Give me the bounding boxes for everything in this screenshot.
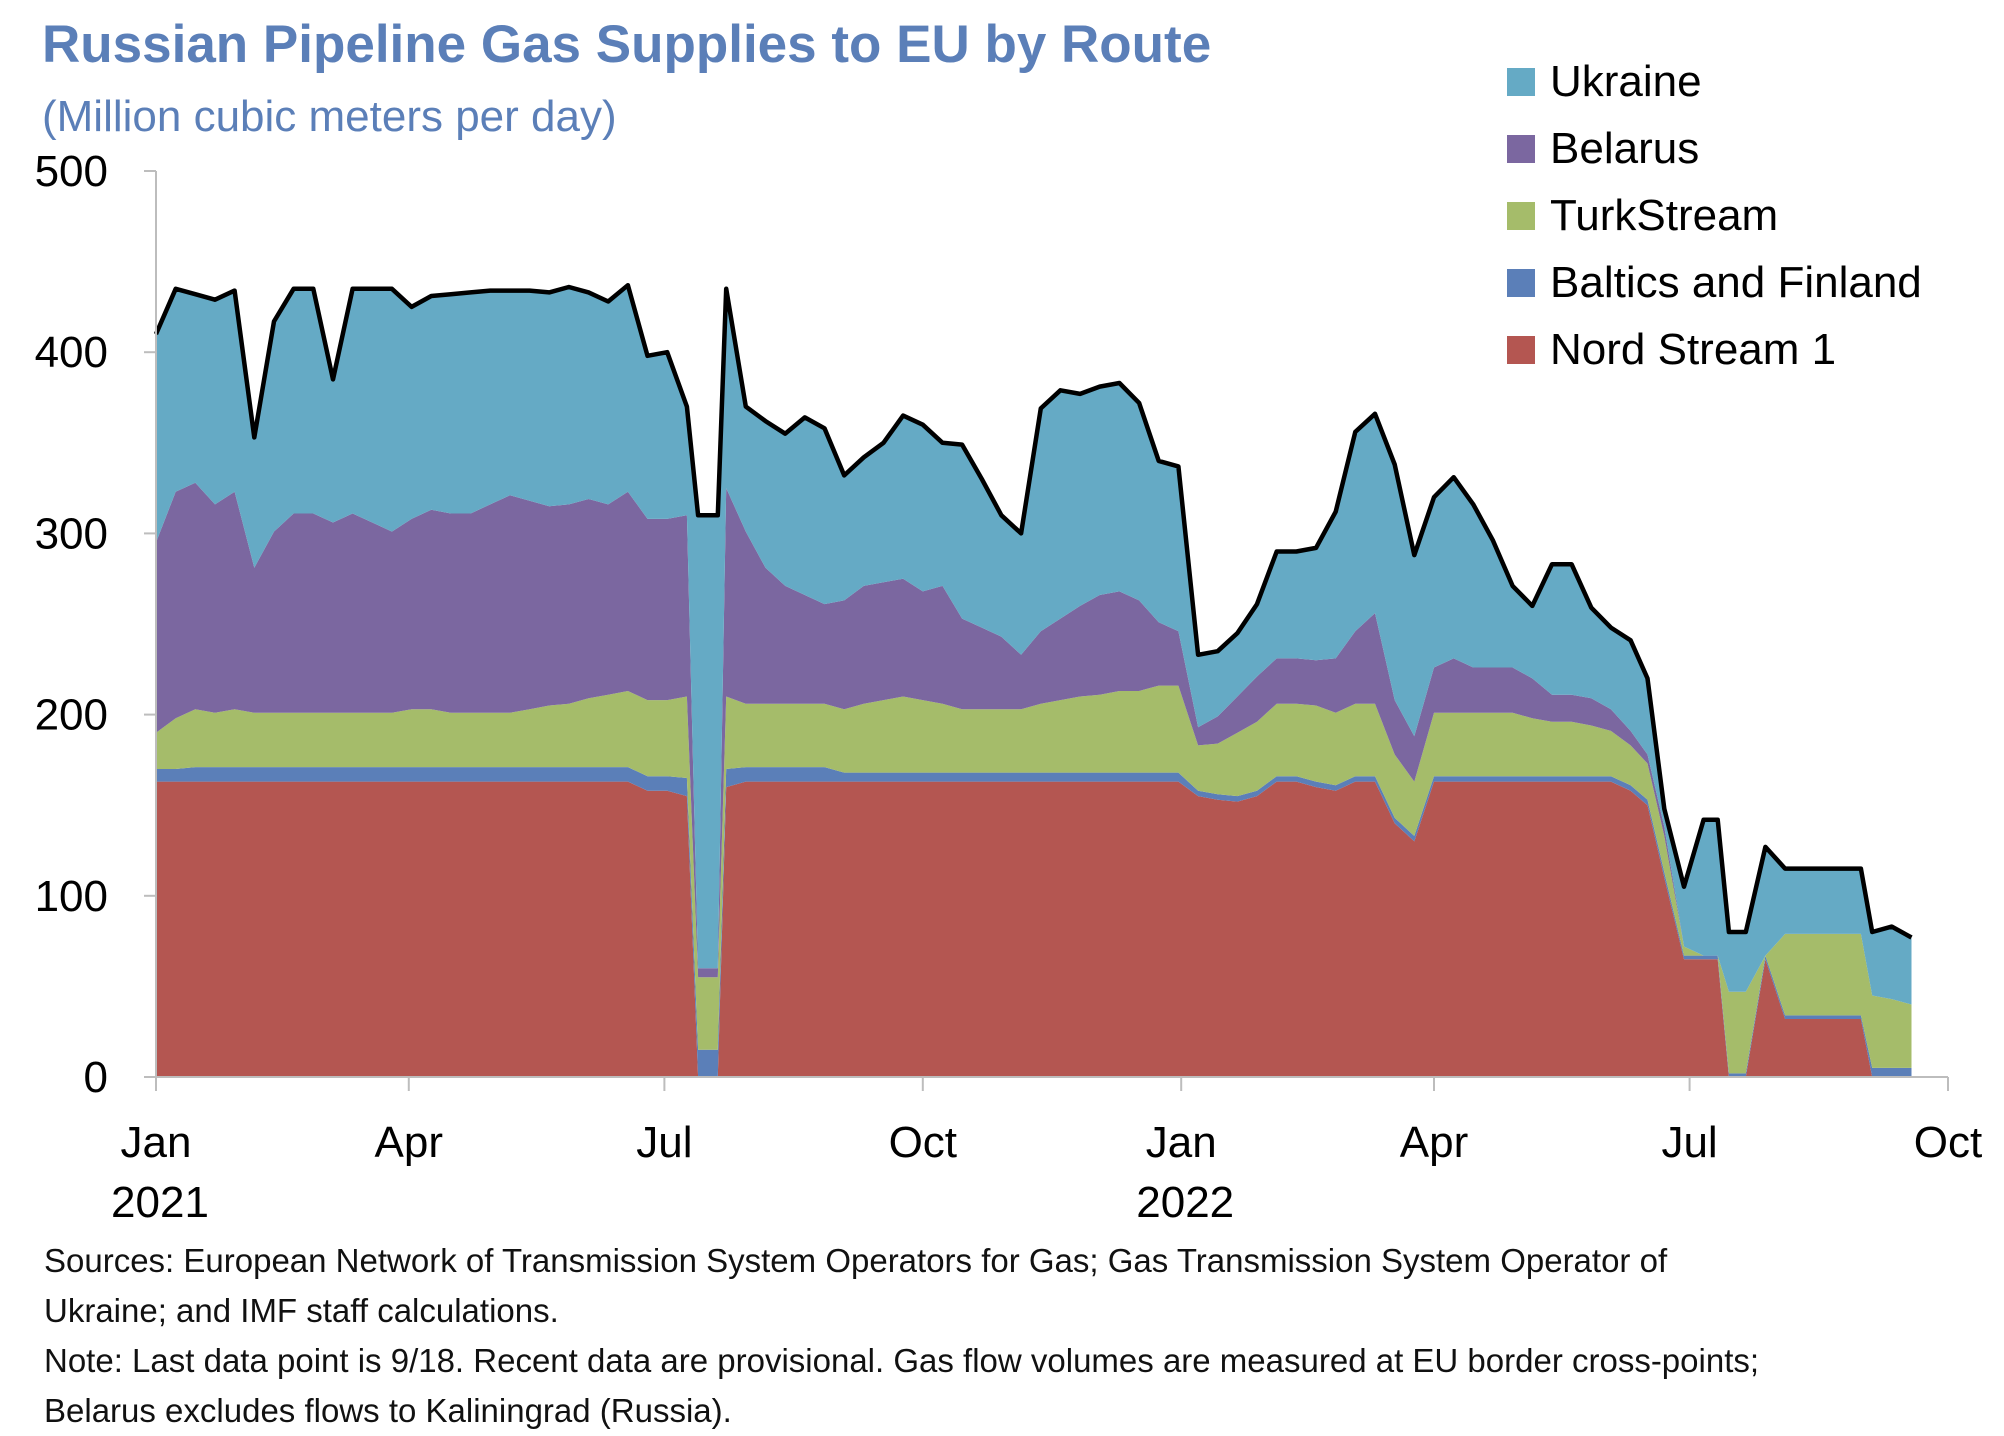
legend-label-ukraine: Ukraine <box>1550 57 1702 106</box>
area-nord-stream-1 <box>156 782 1912 1077</box>
x-tick-label: Oct <box>1914 1118 1982 1167</box>
legend-swatch-baltics-and-finland <box>1507 269 1535 297</box>
legend-swatch-nord-stream-1 <box>1507 336 1535 364</box>
x-tick-year-label: 2022 <box>1136 1178 1234 1227</box>
legend: Ukraine Belarus TurkStream Baltics and Finl… <box>1507 57 1922 374</box>
note-line-1: Note: Last data point is 9/18. Recent da… <box>44 1336 1994 1386</box>
x-tick-label: Apr <box>1400 1118 1468 1167</box>
x-tick-label: Jan <box>121 1118 192 1167</box>
legend-label-turkstream: TurkStream <box>1550 191 1778 240</box>
note-line-2: Belarus excludes flows to Kaliningrad (R… <box>44 1386 1994 1436</box>
y-tick-label: 0 <box>84 1053 108 1102</box>
x-tick-label: Jan <box>1146 1118 1217 1167</box>
legend-label-baltics-and-finland: Baltics and Finland <box>1550 258 1922 307</box>
legend-label-nord-stream-1: Nord Stream 1 <box>1550 325 1836 374</box>
sources-line-1: Sources: European Network of Transmissio… <box>44 1236 1994 1286</box>
chart-notes: Sources: European Network of Transmissio… <box>44 1236 1994 1436</box>
x-tick-label: Oct <box>889 1118 957 1167</box>
sources-line-2: Ukraine; and IMF staff calculations. <box>44 1286 1994 1336</box>
y-tick-label: 100 <box>35 872 108 921</box>
y-tick-label: 200 <box>35 691 108 740</box>
y-tick-label: 400 <box>35 328 108 377</box>
legend-swatch-turkstream <box>1507 202 1535 230</box>
legend-swatch-ukraine <box>1507 68 1535 96</box>
y-tick-label: 300 <box>35 509 108 558</box>
legend-label-belarus: Belarus <box>1550 124 1699 173</box>
x-tick-label: Jul <box>636 1118 692 1167</box>
y-tick-label: 500 <box>35 147 108 196</box>
legend-swatch-belarus <box>1507 135 1535 163</box>
x-tick-label: Apr <box>375 1118 443 1167</box>
x-tick-label: Jul <box>1661 1118 1717 1167</box>
x-tick-year-label: 2021 <box>111 1178 209 1227</box>
